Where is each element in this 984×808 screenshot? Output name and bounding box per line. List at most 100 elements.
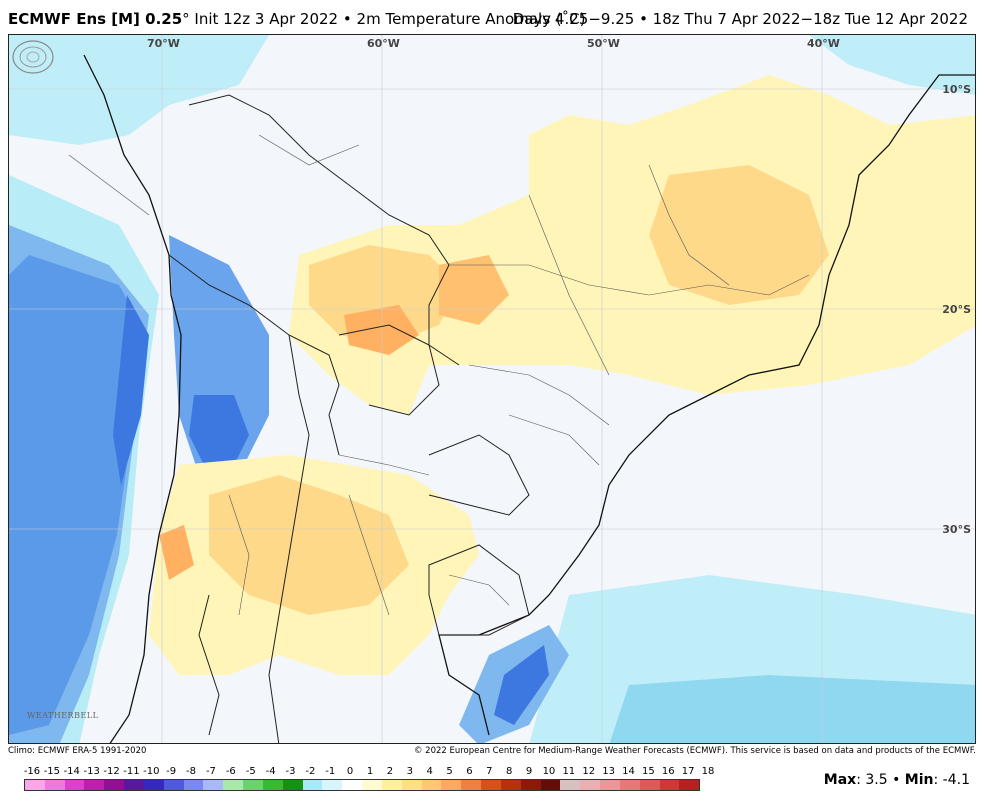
northeast-orange-region	[649, 165, 829, 305]
cerrado-orange-region	[439, 255, 509, 325]
colorbar-label: -14	[63, 766, 80, 777]
colorbar	[24, 779, 700, 791]
colorbar-label: -11	[123, 766, 140, 777]
colorbar-label: 5	[446, 766, 453, 777]
weatherbell-logo-text: WEATHERBELL	[27, 711, 99, 720]
colorbar-swatch	[421, 780, 442, 790]
colorbar-swatch	[84, 780, 105, 790]
colorbar-swatch	[679, 780, 700, 790]
colorbar-swatch	[520, 780, 541, 790]
colorbar-label: 3	[406, 766, 413, 777]
southwest-orange-region	[209, 475, 409, 615]
colorbar-swatch	[600, 780, 620, 790]
colorbar-swatch	[143, 780, 164, 790]
colorbar-label: 9	[525, 766, 533, 777]
colorbar-swatch	[223, 780, 244, 790]
colorbar-label: 15	[641, 766, 655, 777]
min-label: Min	[904, 772, 934, 788]
colorbar-label: -3	[285, 766, 296, 777]
credits-line: Climo: ECMWF ERA-5 1991-2020 © 2022 Euro…	[8, 746, 976, 758]
colorbar-swatch	[441, 780, 462, 790]
central-yellow-region	[289, 75, 975, 415]
colorbar-label: -15	[43, 766, 61, 777]
colorbar-swatch	[362, 780, 382, 790]
colorbar-swatch	[540, 780, 561, 790]
colorbar-swatch	[381, 780, 402, 790]
weatherbell-logo-icon	[12, 40, 54, 74]
colorbar-label: 2	[386, 766, 394, 777]
lat-label-30s: 30°S	[942, 523, 971, 536]
graticule	[9, 35, 975, 743]
colorbar-swatch	[639, 780, 660, 790]
max-label: Max	[823, 772, 857, 788]
colorbar-label: 0	[346, 766, 354, 777]
map-title: ECMWF Ens [M] 0.25° Init 12z 3 Apr 2022 …	[8, 10, 585, 28]
min-value: -4.1	[942, 772, 970, 788]
title-separator: •	[342, 10, 352, 28]
colorbar-label: -1	[325, 766, 336, 777]
colorbar-label: -10	[143, 766, 160, 777]
colorbar-swatch	[322, 780, 343, 790]
colorbar-label: -12	[103, 766, 120, 777]
colorbar-label: -5	[245, 766, 256, 777]
country-borders	[168, 94, 530, 743]
colorbar-swatch	[342, 780, 363, 790]
colorbar-swatch	[163, 780, 184, 790]
colorbar-label: -9	[166, 766, 177, 777]
southeast-cyan-region	[609, 675, 975, 743]
colorbar-label: 8	[505, 766, 513, 777]
colorbar-label: -4	[265, 766, 276, 777]
map-header: ECMWF Ens [M] 0.25° Init 12z 3 Apr 2022 …	[0, 0, 984, 34]
colorbar-swatch	[25, 780, 45, 790]
colorbar-label: 13	[602, 766, 615, 777]
colorbar-swatch	[659, 780, 680, 790]
variable-name: 2m Temperature Anomaly (˚C)	[356, 10, 586, 28]
colorbar-swatch	[262, 780, 283, 790]
colorbar-swatch	[580, 780, 601, 790]
lon-label-40w: 40°W	[807, 37, 840, 50]
colorbar-label: 16	[661, 766, 675, 777]
southwest-hot-spot	[159, 525, 194, 580]
colorbar-swatch	[203, 780, 224, 790]
colorbar-swatch	[619, 780, 640, 790]
colorbar-label: 14	[622, 766, 635, 777]
lon-label-50w: 50°W	[587, 37, 620, 50]
pantanal-orange-region	[344, 305, 419, 355]
init-time: Init 12z 3 Apr 2022	[194, 10, 339, 28]
colorbar-label: -2	[305, 766, 316, 777]
colorbar-labels: -16 -15 -14 -13 -12 -11 -10 -9 -8 -7 -6 -5 -4 -3 -2 -1 0…	[23, 766, 715, 778]
colorbar-swatch	[183, 780, 204, 790]
colorbar-label: 11	[562, 766, 576, 777]
colorbar-swatch	[64, 780, 85, 790]
lon-label-70w: 70°W	[147, 37, 180, 50]
colorbar-swatch	[282, 780, 303, 790]
colorbar-label: 6	[466, 766, 473, 777]
max-value: 3.5	[865, 772, 888, 788]
colorbar-swatch	[243, 780, 263, 790]
colorbar-swatch	[500, 780, 521, 790]
colorbar-label: -6	[225, 766, 236, 777]
colorbar-label: 17	[681, 766, 695, 777]
colorbar-label: 10	[542, 766, 556, 777]
valid-period: Days 4.25−9.25 • 18z Thu 7 Apr 2022−18z …	[512, 10, 968, 28]
colorbar-label: -13	[83, 766, 100, 777]
colorbar-swatch	[302, 780, 323, 790]
state-borders	[68, 134, 810, 616]
pacific-deep-blue-strip	[113, 295, 149, 485]
colorbar-label: -7	[205, 766, 216, 777]
northwest-cyan-region	[9, 35, 269, 145]
max-min-stats: Max: 3.5 • Min: -4.1	[823, 772, 970, 788]
colorbar-swatch	[104, 780, 125, 790]
climo-credit: Climo: ECMWF ERA-5 1991-2020	[8, 746, 147, 756]
degree-mark: °	[182, 10, 190, 28]
colorbar-swatch	[401, 780, 422, 790]
colorbar-swatch	[560, 780, 581, 790]
ecmwf-copyright: © 2022 European Centre for Medium-Range …	[413, 746, 976, 756]
colorbar-label: 12	[582, 766, 596, 777]
colorbar-label: 4	[426, 766, 433, 777]
colorbar-swatch	[481, 780, 501, 790]
colorbar-label: -16	[23, 766, 41, 777]
colorbar-label: 1	[366, 766, 374, 777]
lat-label-10s: 10°S	[942, 83, 971, 96]
colorbar-swatch	[44, 780, 65, 790]
